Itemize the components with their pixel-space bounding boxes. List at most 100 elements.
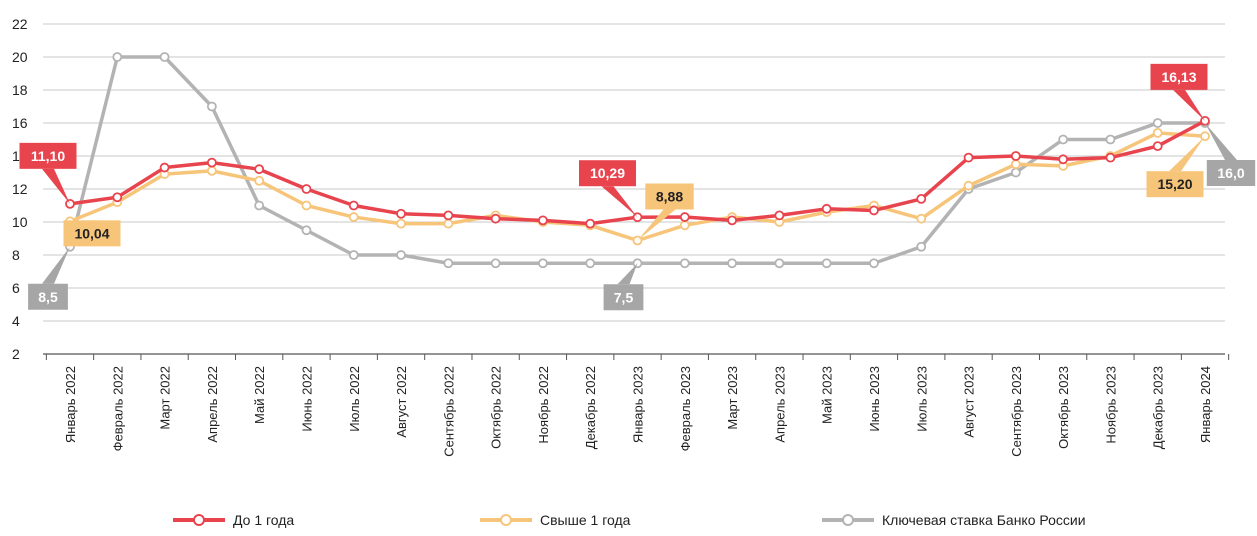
data-point — [869, 205, 879, 216]
callout-box — [645, 183, 694, 210]
data-point — [1105, 152, 1116, 163]
data-point — [490, 258, 501, 269]
data-point — [206, 101, 217, 112]
x-tick-label: Апрель 2023 — [772, 366, 787, 443]
y-tick-label: 12 — [12, 181, 28, 197]
callout-pointer — [42, 168, 70, 204]
data-point — [254, 164, 265, 175]
callout-box — [1146, 171, 1204, 198]
data-point — [916, 193, 927, 204]
data-point — [1010, 159, 1021, 170]
callout: 11,10 — [19, 142, 77, 204]
annotations: 11,10 10,04 8,5 10,29 8,88 7,5 16,13 15,20 16,0 — [19, 63, 1256, 311]
data-point — [254, 200, 265, 211]
callout-label: 15,20 — [1157, 176, 1192, 192]
data-point — [301, 225, 312, 236]
data-point — [396, 208, 406, 219]
data-point — [1152, 127, 1163, 138]
data-point — [348, 250, 359, 260]
data-point — [443, 258, 454, 269]
data-point — [538, 258, 548, 269]
callout: 16,0 — [1205, 123, 1256, 186]
data-point — [1105, 134, 1116, 145]
callout-label: 7,5 — [614, 289, 634, 305]
data-point — [963, 180, 974, 191]
y-tick-label: 22 — [12, 16, 28, 32]
callout-box — [28, 283, 68, 310]
callout: 8,5 — [28, 246, 70, 310]
data-point — [585, 258, 596, 269]
series-line — [69, 119, 1206, 226]
grid — [43, 23, 1225, 355]
x-tick-label: Октябрь 2023 — [1056, 366, 1071, 449]
x-tick-label: Май 2023 — [820, 366, 835, 424]
data-point — [821, 203, 832, 214]
data-point — [821, 258, 832, 269]
data-point — [1058, 134, 1069, 145]
y-axis: 246810121416182022 — [12, 16, 28, 362]
callout: 15,20 — [1146, 136, 1205, 198]
data-point — [1010, 167, 1021, 178]
data-point — [348, 212, 359, 222]
x-tick-label: Ноябрь 2023 — [1103, 366, 1118, 444]
legend-swatch-red — [173, 514, 225, 526]
data-point — [206, 157, 217, 168]
callout: 10,29 — [579, 160, 638, 218]
data-point — [1152, 118, 1163, 128]
data-point — [538, 215, 548, 226]
series-group — [65, 52, 1210, 269]
x-tick-label: Декабрь 2022 — [583, 366, 598, 449]
y-tick-label: 10 — [12, 214, 28, 230]
x-tick-label: Июль 2022 — [347, 366, 362, 432]
callout-label: 11,10 — [31, 148, 65, 164]
series-line — [69, 131, 1206, 243]
callout: 8,88 — [637, 183, 694, 241]
legend-item-do-1-goda: До 1 года — [173, 512, 294, 528]
callout-label: 8,5 — [38, 289, 58, 305]
data-point — [396, 250, 406, 260]
legend-label: До 1 года — [233, 512, 295, 528]
callout-pointer — [637, 209, 676, 241]
x-tick-label: Январь 2022 — [63, 366, 78, 443]
x-tick-label: Март 2023 — [725, 366, 740, 430]
y-tick-label: 20 — [12, 49, 28, 65]
x-tick-label: Июль 2023 — [914, 366, 929, 432]
y-tick-label: 16 — [12, 115, 28, 131]
data-point — [490, 213, 501, 224]
callout: 16,13 — [1150, 63, 1208, 121]
data-point — [159, 52, 170, 62]
callout-pointer — [42, 246, 70, 284]
data-point — [348, 200, 359, 211]
callout-label: 10,04 — [74, 225, 109, 241]
callout-pointer — [617, 263, 638, 285]
data-point — [443, 210, 454, 221]
data-point — [774, 258, 785, 269]
legend: До 1 года Свыше 1 года Ключевая ставка Б… — [0, 512, 1257, 536]
callout: 7,5 — [603, 263, 644, 311]
legend-item-svyshe-1-goda: Свыше 1 года — [480, 512, 630, 528]
callout-label: 10,29 — [590, 165, 625, 181]
x-tick-label: Январь 2024 — [1198, 366, 1213, 443]
legend-swatch-gray — [822, 514, 874, 526]
legend-label: Ключевая ставка Банко России — [882, 512, 1086, 528]
x-tick-label: Август 2022 — [394, 366, 409, 438]
y-tick-label: 18 — [12, 82, 28, 98]
legend-swatch-yellow — [480, 514, 532, 526]
callout-pointer — [1173, 89, 1205, 121]
series-line — [68, 55, 1205, 265]
callout-pointer — [1169, 136, 1205, 172]
callout: 10,04 — [63, 220, 121, 247]
data-point — [301, 184, 312, 194]
data-point — [1010, 151, 1021, 161]
x-tick-label: Июнь 2023 — [867, 366, 882, 432]
callout-label: 8,88 — [656, 188, 683, 204]
data-point — [159, 162, 170, 173]
y-tick-label: 4 — [12, 313, 20, 329]
data-point — [1152, 141, 1163, 152]
data-point — [1058, 154, 1069, 165]
x-tick-label: Март 2022 — [158, 366, 173, 430]
x-tick-label: Июнь 2022 — [299, 366, 314, 432]
callout-box — [63, 220, 121, 247]
x-tick-label: Февраль 2022 — [110, 366, 125, 451]
